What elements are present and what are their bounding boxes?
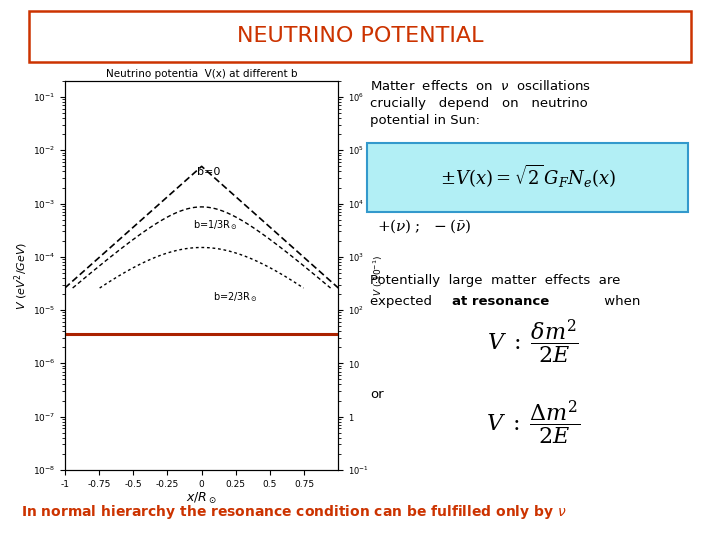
Text: In normal hierarchy the resonance condition can be fulfilled only by $\nu$: In normal hierarchy the resonance condit…	[22, 503, 567, 521]
Text: Matter  effects  on  $\nu$  oscillations
crucially   depend   on   neutrino
pote: Matter effects on $\nu$ oscillations cru…	[370, 78, 592, 126]
Title: Neutrino potentia  V(x) at different b: Neutrino potentia V(x) at different b	[106, 69, 297, 79]
Text: $+(\nu)\;;\;\; -(\bar{\nu})$: $+(\nu)\;;\;\; -(\bar{\nu})$	[377, 218, 472, 235]
FancyBboxPatch shape	[367, 143, 688, 212]
Text: b=1/3R$_\odot$: b=1/3R$_\odot$	[193, 218, 238, 232]
X-axis label: $x/R_\odot$: $x/R_\odot$	[186, 491, 217, 507]
Text: $\pm V(x) = \sqrt{2}\, G_F N_e(x)$: $\pm V(x) = \sqrt{2}\, G_F N_e(x)$	[440, 163, 616, 190]
Text: NEUTRINO POTENTIAL: NEUTRINO POTENTIAL	[237, 26, 483, 46]
Text: $V\; :\; \dfrac{\delta m^2}{2E}$: $V\; :\; \dfrac{\delta m^2}{2E}$	[487, 318, 579, 366]
Text: $V\; :\; \dfrac{\Delta m^2}{2E}$: $V\; :\; \dfrac{\Delta m^2}{2E}$	[485, 399, 580, 447]
FancyBboxPatch shape	[29, 11, 691, 62]
Text: b=2/3R$_\odot$: b=2/3R$_\odot$	[213, 291, 258, 305]
Y-axis label: $V\ (\cdot 10^{-1})$: $V\ (\cdot 10^{-1})$	[372, 255, 385, 296]
Y-axis label: $V\ (eV^2/GeV)$: $V\ (eV^2/GeV)$	[12, 241, 30, 309]
Text: b=0: b=0	[197, 166, 220, 177]
Text: or: or	[370, 388, 384, 401]
Text: when: when	[600, 295, 641, 308]
Text: Potentially  large  matter  effects  are: Potentially large matter effects are	[370, 274, 621, 287]
Text: expected: expected	[370, 295, 436, 308]
Text: at resonance: at resonance	[451, 295, 549, 308]
